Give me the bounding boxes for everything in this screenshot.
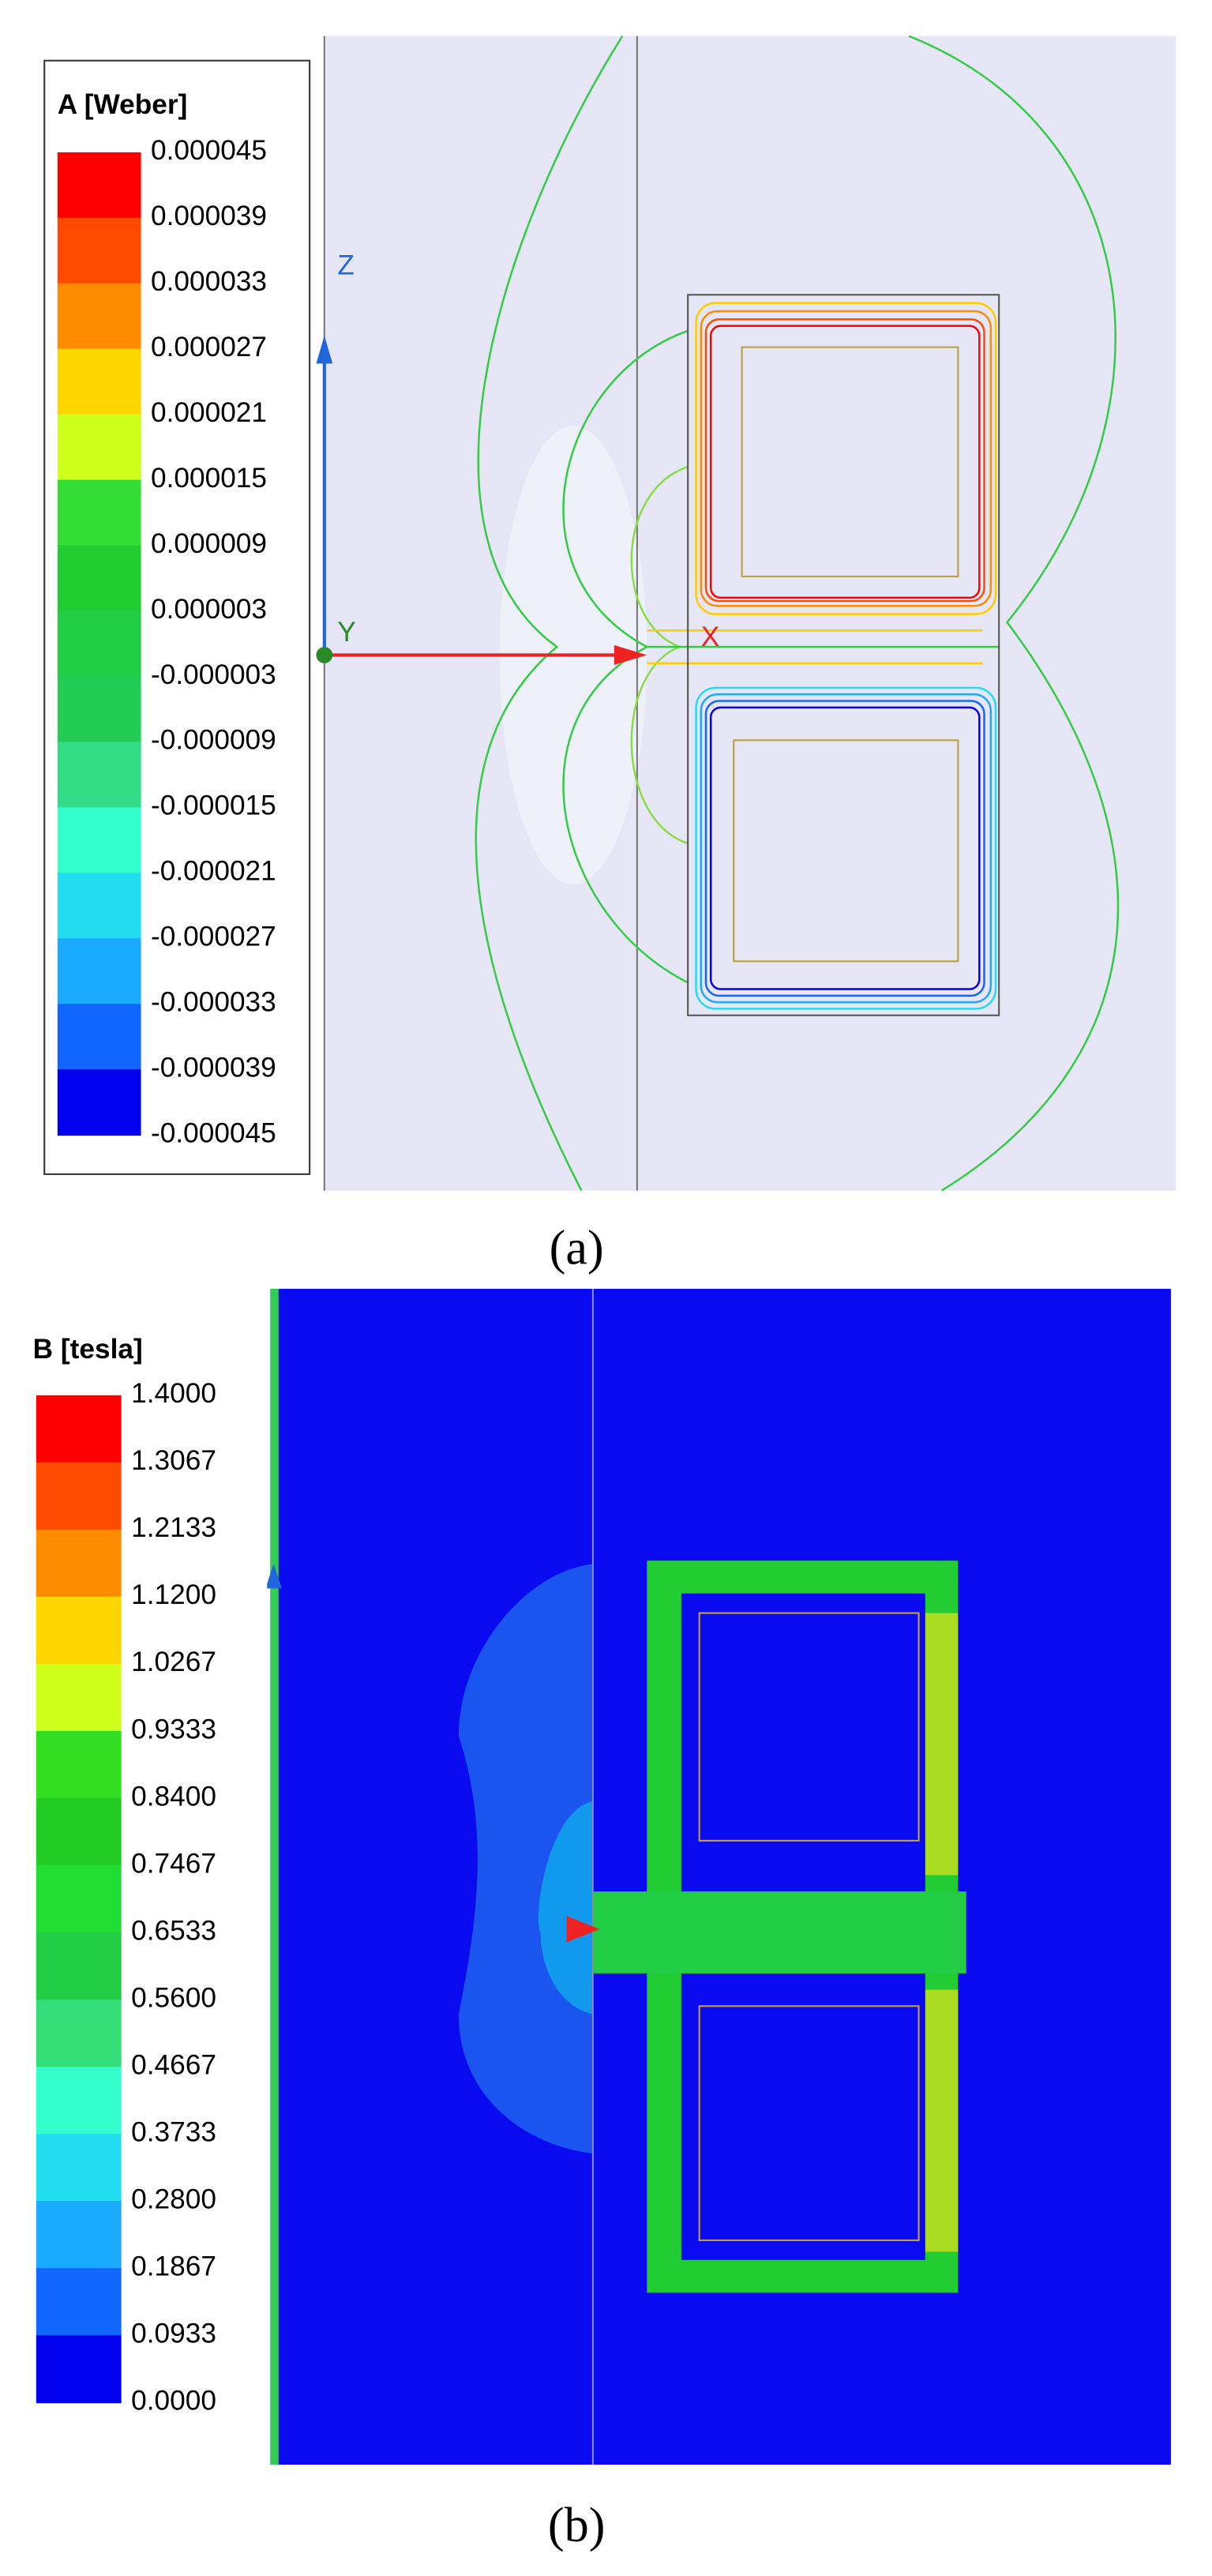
- legend-swatch: [57, 1004, 141, 1071]
- field-region: [458, 1564, 593, 2154]
- legend-swatch: [36, 2201, 122, 2270]
- field-region: [538, 1801, 593, 2015]
- legend-label: 0.000045: [151, 135, 267, 166]
- legend-label: 0.8400: [131, 1781, 216, 1812]
- panel-a: Z Y X A [Weber] 0.000045 0.000039 0.000033…: [43, 35, 1176, 1275]
- legend-swatch: [36, 2134, 122, 2202]
- legend-swatch: [57, 610, 141, 678]
- legend-label: 1.1200: [131, 1579, 216, 1610]
- legend-label: -0.000021: [151, 856, 276, 887]
- legend-label: 0.7467: [131, 1848, 216, 1879]
- legend-label: 0.000033: [151, 266, 267, 297]
- legend-label: 0.5600: [131, 1982, 216, 2013]
- legend-swatch: [57, 807, 141, 874]
- legend-swatch: [57, 414, 141, 481]
- legend-label: 0.2800: [131, 2184, 216, 2214]
- legend-label: 0.4667: [131, 2049, 216, 2080]
- caption: (a): [550, 1222, 604, 1275]
- core-bar: [592, 1891, 966, 1973]
- legend-swatch: [36, 1797, 122, 1867]
- legend: 1.4000 1.3067 1.2133 1.1200 1.0267 0.9333 0.84…: [36, 1378, 216, 2416]
- legend-swatch: [57, 283, 141, 350]
- core-outline: [687, 294, 1000, 1016]
- legend-swatch: [36, 1932, 122, 2001]
- legend-swatch: [57, 217, 141, 284]
- legend-label: 0.6533: [131, 1915, 216, 1946]
- legend-swatch: [36, 1730, 122, 1800]
- z-arrow: [265, 1564, 282, 1589]
- legend-label: -0.000033: [151, 987, 276, 1018]
- legend-label: 0.000015: [151, 463, 267, 494]
- legend-label: 1.2133: [131, 1512, 216, 1543]
- legend-swatch: [36, 1864, 122, 1934]
- legend-swatch: [57, 152, 141, 219]
- legend-swatch: [57, 348, 141, 415]
- legend-label: -0.000015: [151, 790, 276, 821]
- legend-swatch: [36, 2000, 122, 2068]
- core-highflux: [925, 1613, 959, 1876]
- legend-swatch: [57, 479, 141, 546]
- legend-label: -0.000045: [151, 1117, 276, 1148]
- legend-label: 1.3067: [131, 1445, 216, 1476]
- axis-label: Z: [337, 250, 355, 280]
- legend-label: 0.000003: [151, 594, 267, 625]
- coil: [733, 739, 959, 963]
- legend-label: 0.0933: [131, 2318, 216, 2349]
- axis-label: X: [701, 621, 720, 652]
- axis-label: Y: [337, 617, 356, 648]
- legend-label: 0.3733: [131, 2116, 216, 2147]
- legend-swatch: [36, 1596, 122, 1665]
- legend-swatch: [57, 873, 141, 940]
- legend-label: -0.000027: [151, 922, 276, 952]
- legend-swatch: [36, 1663, 122, 1732]
- legend-label: 0.000009: [151, 528, 267, 559]
- legend-swatch: [36, 1529, 122, 1598]
- z-arrow: [316, 336, 333, 364]
- legend-swatch: [57, 742, 141, 809]
- legend: 0.000045 0.000039 0.000033 0.000027 0.000021…: [57, 135, 276, 1148]
- x-arrow: [566, 1916, 600, 1943]
- origin: [316, 647, 333, 663]
- legend-swatch: [57, 1069, 141, 1136]
- legend-label: -0.000003: [151, 659, 276, 690]
- panel-b: B [tesla] 1.4000 1.3067 1.2133 1.1200 1.0267…: [21, 1289, 1171, 2552]
- legend-swatch: [36, 1462, 122, 1530]
- legend-title: B [tesla]: [33, 1334, 143, 1365]
- legend-swatch: [36, 2067, 122, 2135]
- legend-label: 0.1867: [131, 2251, 216, 2281]
- legend-label: -0.000039: [151, 1052, 276, 1083]
- legend-swatch: [57, 545, 141, 612]
- legend-label: 1.0267: [131, 1647, 216, 1677]
- legend-label: -0.000009: [151, 725, 276, 756]
- x-arrow: [614, 645, 647, 665]
- coil: [698, 1612, 920, 1842]
- legend-swatch: [36, 1395, 122, 1463]
- coil: [741, 346, 959, 577]
- legend-swatch: [57, 938, 141, 1005]
- legend-swatch: [36, 2268, 122, 2337]
- legend-title: A [Weber]: [58, 89, 188, 120]
- legend-label: 1.4000: [131, 1378, 216, 1409]
- coil: [698, 2005, 920, 2241]
- boundary: [270, 1289, 279, 2465]
- legend-swatch: [36, 2335, 122, 2404]
- legend-label: 0.000027: [151, 332, 267, 362]
- caption: (b): [548, 2499, 606, 2552]
- legend-label: 0.000039: [151, 201, 267, 231]
- core-highflux: [925, 1989, 959, 2252]
- legend-swatch: [57, 676, 141, 743]
- legend-label: 0.9333: [131, 1714, 216, 1744]
- legend-label: 0.000021: [151, 397, 267, 428]
- legend-label: 0.0000: [131, 2385, 216, 2416]
- contours: [475, 35, 1120, 1192]
